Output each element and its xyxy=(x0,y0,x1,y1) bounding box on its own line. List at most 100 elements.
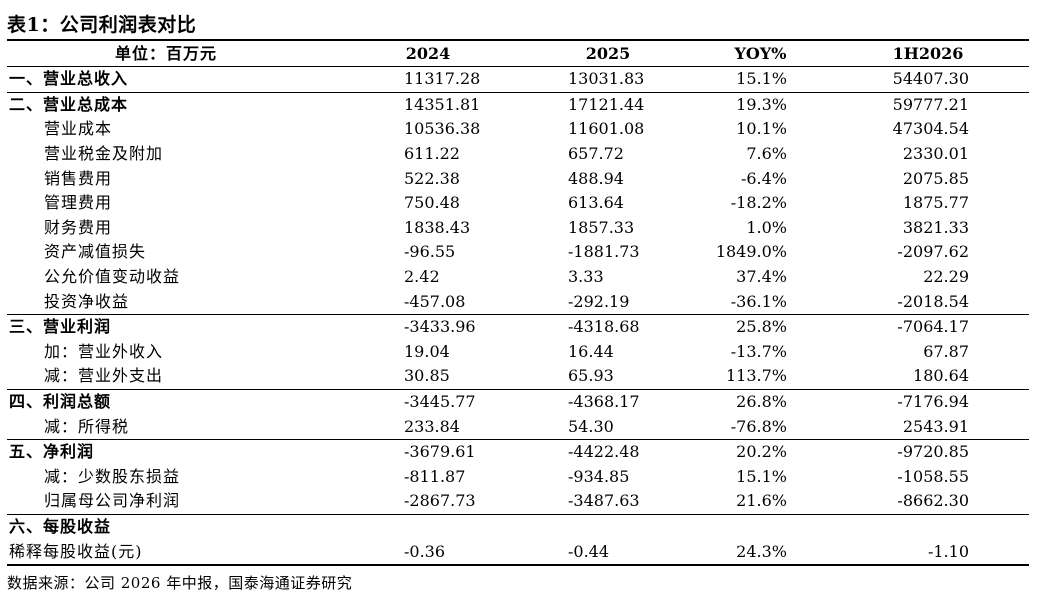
cell-2024: 2.42 xyxy=(404,267,440,287)
table-row: 营业税金及附加 611.22 657.72 7.6% 2330.01 xyxy=(7,142,1029,167)
cell-2024: 11317.28 xyxy=(404,69,481,89)
cell-2025: 65.93 xyxy=(568,366,614,386)
row-label: 减：营业外支出 xyxy=(44,366,164,386)
table-row: 稀释每股收益(元) -0.36 -0.44 24.3% -1.10 xyxy=(7,539,1029,566)
table-row: 二、营业总成本 14351.81 17121.44 19.3% 59777.21 xyxy=(7,91,1029,118)
income-statement-table: 单位：百万元 2024 2025 YOY% 1H2026 一、营业总收入 113… xyxy=(7,39,1029,566)
table-row: 一、营业总收入 11317.28 13031.83 15.1% 54407.30 xyxy=(7,67,1029,93)
table-row: 减：所得税 233.84 54.30 -76.8% 2543.91 xyxy=(7,414,1029,439)
table-row: 减：少数股东损益 -811.87 -934.85 15.1% -1058.55 xyxy=(7,465,1029,490)
cell-yoy: 25.8% xyxy=(694,313,827,340)
cell-1h2026: -1058.55 xyxy=(897,466,969,486)
cell-yoy xyxy=(694,513,827,540)
data-source-note: 数据来源：公司 2026 年中报，国泰海通证券研究 xyxy=(7,574,353,592)
cell-2024: 1838.43 xyxy=(404,217,471,237)
table-title: 表1：公司利润表对比 xyxy=(7,14,197,36)
row-label: 归属母公司净利润 xyxy=(44,491,181,511)
cell-2025: 1857.33 xyxy=(568,217,635,237)
row-label: 二、营业总成本 xyxy=(7,91,334,118)
row-label: 稀释每股收益(元) xyxy=(7,539,334,566)
cell-2024: -3433.96 xyxy=(334,313,522,340)
cell-2025: 613.64 xyxy=(568,193,624,213)
cell-1h2026: -7176.94 xyxy=(827,388,1029,415)
cell-2025: -934.85 xyxy=(568,466,630,486)
cell-2025: 657.72 xyxy=(568,144,624,164)
table-row: 五、净利润 -3679.61 -4422.48 20.2% -9720.85 xyxy=(7,438,1029,465)
cell-yoy: 1849.0% xyxy=(715,242,787,262)
cell-2024: 30.85 xyxy=(404,366,450,386)
cell-1h2026: 3821.33 xyxy=(902,217,969,237)
cell-1h2026: 47304.54 xyxy=(892,119,969,139)
cell-2024: -96.55 xyxy=(404,242,456,262)
row-label: 五、净利润 xyxy=(7,438,334,465)
cell-2024: -0.36 xyxy=(334,539,522,566)
cell-yoy: 26.8% xyxy=(694,388,827,415)
cell-1h2026: 22.29 xyxy=(923,267,969,287)
row-label: 管理费用 xyxy=(44,193,113,213)
cell-2025: -3487.63 xyxy=(568,491,640,511)
cell-yoy: 24.3% xyxy=(694,539,827,566)
cell-2025: -0.44 xyxy=(522,539,694,566)
table-row: 四、利润总额 -3445.77 -4368.17 26.8% -7176.94 xyxy=(7,388,1029,415)
cell-yoy: 7.6% xyxy=(746,144,787,164)
row-label: 营业税金及附加 xyxy=(44,144,164,164)
cell-1h2026: -2097.62 xyxy=(897,242,969,262)
cell-yoy: 10.1% xyxy=(736,119,787,139)
cell-yoy: -6.4% xyxy=(740,168,787,188)
row-label: 销售费用 xyxy=(44,168,113,188)
cell-2025: 13031.83 xyxy=(568,69,645,89)
table-row: 投资净收益 -457.08 -292.19 -36.1% -2018.54 xyxy=(7,289,1029,314)
table-row: 营业成本 10536.38 11601.08 10.1% 47304.54 xyxy=(7,117,1029,142)
cell-yoy: -76.8% xyxy=(730,416,787,436)
row-label: 加：营业外收入 xyxy=(44,341,164,361)
cell-yoy: 15.1% xyxy=(736,466,787,486)
cell-yoy: 113.7% xyxy=(725,366,787,386)
cell-2025: -4368.17 xyxy=(522,388,694,415)
cell-2024 xyxy=(334,513,522,540)
cell-2025: 3.33 xyxy=(568,267,604,287)
cell-yoy: -13.7% xyxy=(730,341,787,361)
cell-1h2026: 67.87 xyxy=(923,341,969,361)
cell-yoy: 1.0% xyxy=(746,217,787,237)
cell-2024: 19.04 xyxy=(404,341,450,361)
table-row: 归属母公司净利润 -2867.73 -3487.63 21.6% -8662.3… xyxy=(7,489,1029,514)
cell-yoy: 15.1% xyxy=(736,69,787,89)
cell-2024: 10536.38 xyxy=(404,119,481,139)
cell-yoy: 20.2% xyxy=(694,438,827,465)
cell-1h2026: 54407.30 xyxy=(892,69,969,89)
row-label: 四、利润总额 xyxy=(7,388,334,415)
cell-1h2026: -7064.17 xyxy=(827,313,1029,340)
cell-2025: 54.30 xyxy=(568,416,614,436)
cell-2025: 488.94 xyxy=(568,168,624,188)
unit-header: 单位：百万元 xyxy=(7,39,334,67)
cell-1h2026: -8662.30 xyxy=(897,491,969,511)
row-label: 资产减值损失 xyxy=(44,242,147,262)
table-row: 三、营业利润 -3433.96 -4318.68 25.8% -7064.17 xyxy=(7,313,1029,340)
row-label: 公允价值变动收益 xyxy=(44,267,181,287)
cell-2025: -292.19 xyxy=(568,291,630,311)
cell-2025: 17121.44 xyxy=(522,91,694,118)
cell-2024: -457.08 xyxy=(404,291,466,311)
column-header-2024: 2024 xyxy=(334,39,522,67)
column-header-2025: 2025 xyxy=(522,39,694,67)
cell-2024: 14351.81 xyxy=(334,91,522,118)
table-row: 公允价值变动收益 2.42 3.33 37.4% 22.29 xyxy=(7,265,1029,290)
row-label: 投资净收益 xyxy=(44,291,130,311)
row-label: 三、营业利润 xyxy=(7,313,334,340)
cell-1h2026: 2543.91 xyxy=(902,416,969,436)
cell-yoy: 37.4% xyxy=(736,267,787,287)
row-label: 减：少数股东损益 xyxy=(44,466,181,486)
table-row: 财务费用 1838.43 1857.33 1.0% 3821.33 xyxy=(7,216,1029,241)
table-row: 销售费用 522.38 488.94 -6.4% 2075.85 xyxy=(7,166,1029,191)
cell-yoy: 19.3% xyxy=(694,91,827,118)
cell-1h2026: -9720.85 xyxy=(827,438,1029,465)
cell-1h2026: 2075.85 xyxy=(902,168,969,188)
table-header-row: 单位：百万元 2024 2025 YOY% 1H2026 xyxy=(7,39,1029,67)
row-label: 财务费用 xyxy=(44,217,113,237)
cell-1h2026: 59777.21 xyxy=(827,91,1029,118)
cell-2024: 611.22 xyxy=(404,144,460,164)
cell-2024: 750.48 xyxy=(404,193,460,213)
cell-1h2026: -1.10 xyxy=(827,539,1029,566)
column-header-1h2026: 1H2026 xyxy=(827,39,1029,67)
row-label: 六、每股收益 xyxy=(7,513,334,540)
